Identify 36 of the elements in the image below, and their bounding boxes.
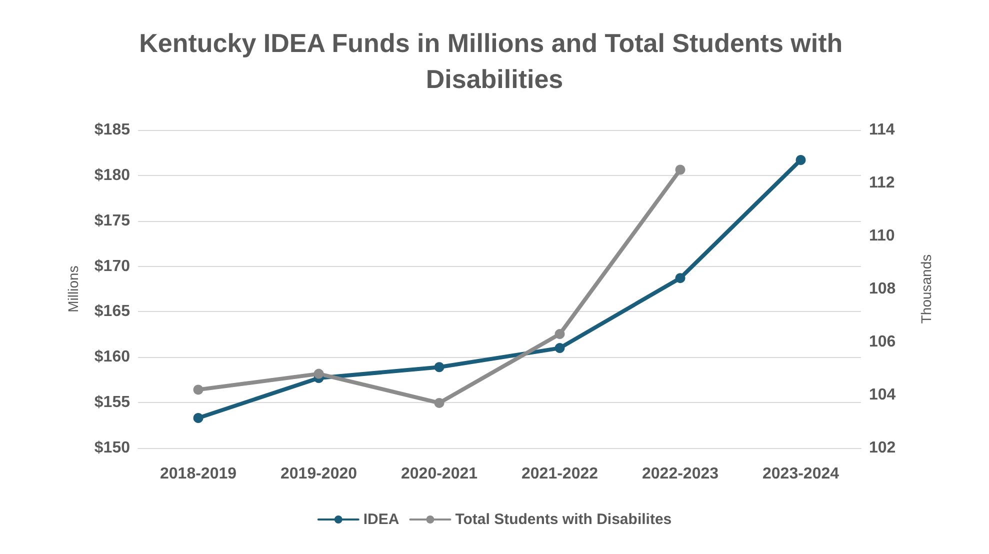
point — [675, 273, 686, 284]
point — [554, 329, 565, 340]
chart-title: Kentucky IDEA Funds in Millions and Total Students with Disabilities — [139, 28, 850, 94]
legend-label: IDEA — [363, 511, 400, 528]
x-tick-label: 2018-2019 — [160, 466, 237, 482]
point — [193, 413, 204, 424]
y2-tick-label: 102 — [869, 440, 896, 456]
y2-axis-title: Thousands — [918, 254, 934, 324]
y2-tick-label: 110 — [869, 228, 895, 244]
y-tick-label: $150 — [94, 440, 130, 456]
y2-tick-label: 104 — [869, 386, 896, 404]
legend-label: Total Students with Disabilites — [455, 511, 672, 528]
y2-tick-label: 106 — [869, 334, 896, 350]
x-tick-label: 2023-2024 — [762, 466, 840, 482]
x-tick-label: 2021-2022 — [521, 466, 598, 482]
y2-tick-label: 114 — [869, 122, 895, 138]
point — [796, 154, 806, 165]
point — [314, 368, 324, 379]
y-tick-label: $160 — [94, 348, 130, 366]
point — [434, 362, 444, 372]
point — [193, 384, 204, 395]
x-tick-label: 2022-2023 — [642, 466, 719, 482]
y2-tick-label: 108 — [869, 280, 896, 298]
y-axis-title: Millions — [65, 266, 81, 312]
x-tick-label: 2020-2021 — [400, 466, 478, 482]
y-tick-label: $175 — [94, 212, 130, 230]
y-tick-label: $165 — [94, 303, 130, 320]
point — [434, 398, 444, 408]
point — [675, 164, 686, 175]
y-tick-label: $180 — [94, 166, 130, 184]
y-tick-label: $185 — [94, 122, 130, 138]
y-tick-label: $170 — [94, 258, 130, 275]
y-tick-label: $155 — [94, 394, 130, 412]
y2-tick-label: 112 — [869, 174, 895, 192]
x-tick-label: 2019-2020 — [280, 466, 358, 482]
point — [554, 343, 565, 354]
